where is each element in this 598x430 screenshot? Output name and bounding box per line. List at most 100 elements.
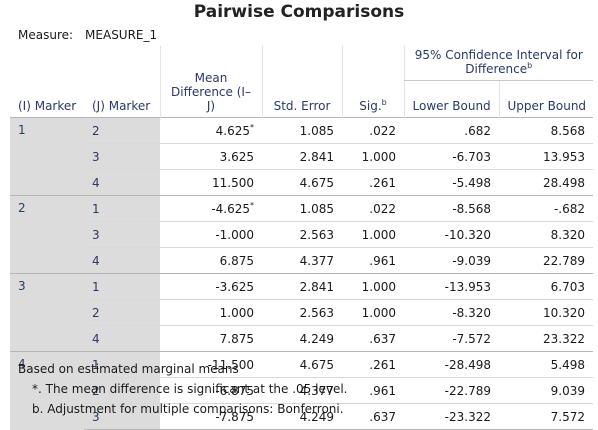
header-mean-difference: Mean Difference (I–J) [159, 46, 262, 118]
measure-value: MEASURE_1 [85, 28, 158, 42]
j-marker-cell: 2 [84, 299, 160, 326]
mean-difference-value: 11.500 [212, 175, 254, 190]
i-marker-cell: 3 [10, 273, 84, 352]
header-lower-bound: Lower Bound [403, 80, 499, 118]
upper-bound-cell: 8.568 [499, 117, 594, 144]
mean-difference-cell: -6.875 [160, 377, 262, 404]
table-row: 4 1 -11.500 4.675.261 -28.498 5.498 [10, 351, 594, 430]
j-marker-cell: 2 [84, 117, 160, 144]
mean-difference-cell: -4.625* [160, 195, 262, 222]
significance-mark: * [250, 122, 254, 132]
upper-bound-cell: 23.322 [499, 325, 594, 352]
sig-cell: .637 [342, 325, 404, 352]
header-ci-footnote-mark: b [527, 61, 533, 70]
j-marker-cell: 4 [84, 247, 160, 274]
mean-difference-cell: 6.875 [160, 247, 262, 274]
std-error-cell: 1.085 [262, 117, 342, 144]
sig-cell: .022 [342, 117, 404, 144]
mean-difference-cell: 11.500 [160, 169, 262, 196]
std-error-cell: 4.249 [262, 325, 342, 352]
lower-bound-cell: -8.320 [404, 299, 499, 326]
j-marker-cell: 4 [84, 169, 160, 196]
header-sig-footnote-mark: b [381, 98, 387, 107]
lower-bound-cell: -22.789 [404, 377, 499, 404]
sig-cell: 1.000 [342, 299, 404, 326]
table-row: 2 -6.875 4.377.961 -22.789 9.039 [10, 377, 594, 404]
std-error-cell: 2.841 [262, 273, 342, 300]
mean-difference-cell: -3.625 [160, 273, 262, 300]
upper-bound-cell: 22.789 [499, 247, 594, 274]
table-row: 4 7.875 4.249.637 -7.572 23.322 [10, 325, 594, 352]
upper-bound-cell: 28.498 [499, 169, 594, 196]
lower-bound-cell: -10.320 [404, 221, 499, 248]
std-error-cell: 2.563 [262, 299, 342, 326]
lower-bound-cell: -9.039 [404, 247, 499, 274]
mean-difference-value: 3.625 [219, 149, 254, 164]
sig-cell: .961 [342, 377, 404, 404]
mean-difference-value: -11.500 [207, 357, 254, 372]
footnote-basis: Based on estimated marginal means [18, 362, 239, 376]
table-row: 2 1 -4.625* 1.085.022 -8.568 -.682 [10, 195, 594, 274]
sig-cell: .022 [342, 195, 404, 222]
j-marker-cell: 3 [84, 143, 160, 170]
significance-mark: * [250, 200, 254, 210]
table-row: 3 -1.000 2.563 1.000 -10.320 8.320 [10, 221, 594, 248]
mean-difference-cell: -1.000 [160, 221, 262, 248]
header-i-marker: (I) Marker [18, 99, 77, 113]
j-marker-cell: 1 [84, 273, 160, 300]
header-upper-bound: Upper Bound [498, 80, 594, 118]
sig-cell: 1.000 [342, 273, 404, 300]
table-row: 3 3.625 2.841 1.000 -6.703 13.953 [10, 143, 594, 170]
table-row: 4 6.875 4.377.961 -9.039 22.789 [10, 247, 594, 274]
mean-difference-value: -3.625 [215, 279, 254, 294]
mean-difference-cell: 1.000 [160, 299, 262, 326]
mean-difference-value: -4.625 [211, 201, 250, 216]
measure-line: Measure: MEASURE_1 [18, 27, 157, 43]
lower-bound-cell: -13.953 [404, 273, 499, 300]
table-row: 4 11.500 4.675.261 -5.498 28.498 [10, 169, 594, 196]
mean-difference-cell: 3.625 [160, 143, 262, 170]
upper-bound-cell: 5.498 [499, 351, 594, 378]
table-row: 3 1 -3.625 2.841 1.000 -13.953 6.703 [10, 273, 594, 352]
sig-cell: 1.000 [342, 221, 404, 248]
upper-bound-cell: 10.320 [499, 299, 594, 326]
header-std-error: Std. Error [261, 46, 342, 118]
mean-difference-cell: 4.625* [160, 117, 262, 144]
header-sig: Sig.b [341, 46, 404, 118]
sig-cell: .961 [342, 247, 404, 274]
header-confidence-interval: 95% Confidence Interval for Differenceb [403, 46, 594, 81]
sig-cell: 1.000 [342, 143, 404, 170]
mean-difference-value: 4.625 [215, 123, 250, 138]
footnotes: Based on estimated marginal means *. The… [18, 359, 347, 419]
sig-cell: .261 [342, 351, 404, 378]
footnote-adjustment: b. Adjustment for multiple comparisons: … [32, 402, 344, 416]
upper-bound-cell: 6.703 [499, 273, 594, 300]
std-error-cell: 4.675 [262, 351, 342, 378]
j-marker-cell: 4 [84, 325, 160, 352]
mean-difference-value: 6.875 [219, 253, 254, 268]
measure-label: Measure: [18, 28, 74, 42]
std-error-cell: 4.675 [262, 169, 342, 196]
mean-difference-value: 7.875 [219, 331, 254, 346]
j-marker-cell: 1 [84, 351, 160, 378]
upper-bound-cell: -.682 [499, 195, 594, 222]
mean-difference-value: -1.000 [215, 227, 254, 242]
upper-bound-cell: 13.953 [499, 143, 594, 170]
upper-bound-cell: 9.039 [499, 377, 594, 404]
std-error-cell: 2.563 [262, 221, 342, 248]
lower-bound-cell: .682 [404, 117, 499, 144]
lower-bound-cell: -28.498 [404, 351, 499, 378]
mean-difference-value: -6.875 [215, 383, 254, 398]
upper-bound-cell: 8.320 [499, 221, 594, 248]
pairwise-comparisons-table: (I) Marker (J) Marker Mean Difference (I… [10, 46, 594, 430]
lower-bound-cell: -7.572 [404, 325, 499, 352]
upper-bound-cell: 7.572 [499, 403, 594, 430]
footnote-significance: *. The mean difference is significant at… [32, 382, 348, 396]
mean-difference-cell: 7.875 [160, 325, 262, 352]
i-marker-cell: 2 [10, 195, 84, 274]
i-marker-cell: 4 [10, 351, 84, 430]
table-row: 2 1.000 2.563 1.000 -8.320 10.320 [10, 299, 594, 326]
sig-cell: .637 [342, 403, 404, 430]
std-error-cell: 4.377 [262, 247, 342, 274]
j-marker-cell: 1 [84, 195, 160, 222]
